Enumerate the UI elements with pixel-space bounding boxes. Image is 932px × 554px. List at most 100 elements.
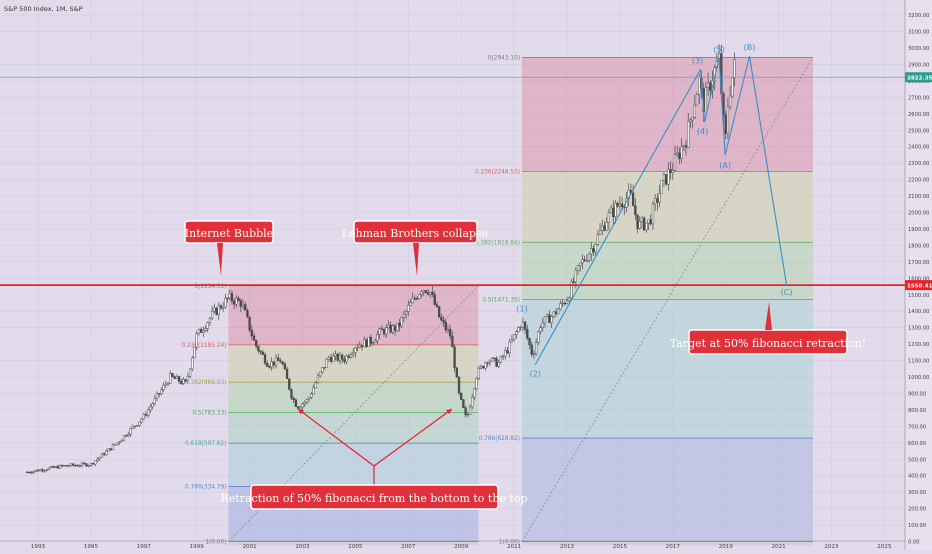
fib-zone-right-2: [522, 242, 813, 300]
candle-body-285: [654, 198, 657, 205]
candle-body-10: [47, 467, 51, 471]
candle-body-27: [85, 463, 88, 467]
candle-body-17: [63, 465, 66, 467]
candle-body-188: [440, 316, 443, 321]
candle-body-255: [587, 253, 591, 261]
candle-body-211: [490, 357, 494, 362]
candle-body-243: [561, 302, 564, 305]
candle-body-234: [541, 322, 544, 328]
candle-body-249: [574, 270, 577, 283]
candle-body-123: [296, 406, 300, 409]
candle-body-97: [239, 300, 242, 307]
y-tick-7: 2500.00: [908, 128, 929, 134]
y-tick-13: 1900.00: [908, 227, 929, 233]
candle-body-287: [658, 192, 661, 203]
candle-body-267: [614, 203, 617, 218]
candle-body-160: [378, 328, 381, 335]
callout-lehman: Lehman Brothers collapse: [342, 220, 488, 276]
candle-body-282: [647, 219, 650, 224]
candle-body-277: [636, 214, 639, 229]
candle-body-105: [257, 346, 260, 352]
candle-body-228: [528, 338, 531, 346]
candle-body-208: [484, 362, 487, 369]
candle-body-223: [517, 327, 520, 332]
candle-body-83: [208, 317, 212, 323]
candle-body-153: [363, 339, 366, 348]
wave-label-6: (B): [744, 43, 756, 52]
candle-body-286: [656, 198, 659, 203]
candle-body-258: [594, 244, 597, 253]
candle-body-209: [486, 362, 489, 364]
candle-body-197: [460, 392, 463, 400]
y-tick-20: 1200.00: [908, 342, 929, 348]
candle-body-218: [506, 350, 509, 354]
candle-body-191: [446, 329, 450, 331]
candle-body-184: [431, 291, 434, 295]
candle-body-303: [693, 104, 696, 118]
x-tick-7: 2007: [401, 544, 416, 550]
candle-body-61: [160, 389, 163, 395]
wave-lines: (1) (2) (3) (4) (5) (A) (B) (C): [516, 43, 792, 378]
candle-body-187: [438, 306, 441, 318]
candle-body-99: [244, 304, 247, 311]
candle-body-250: [576, 265, 580, 271]
candle-body-298: [682, 145, 685, 148]
price-lines: [0, 76, 905, 287]
wave-label-4: (5): [713, 45, 724, 54]
candles: [25, 44, 736, 475]
candle-body-138: [330, 357, 333, 362]
candle-body-59: [155, 393, 159, 399]
candle-body-225: [521, 321, 525, 328]
candle-body-150: [356, 347, 359, 349]
candle-body-186: [435, 304, 439, 307]
candle-body-240: [554, 311, 558, 315]
candle-body-110: [268, 366, 271, 368]
candle-body-8: [43, 470, 46, 472]
candle-body-194: [453, 346, 456, 369]
candle-body-270: [620, 203, 624, 208]
y-tick-22: 1000.00: [908, 375, 929, 381]
y-tick-8: 2400.00: [908, 145, 929, 151]
candle-body-108: [263, 354, 267, 364]
candle-body-257: [592, 248, 595, 253]
y-tick-5: 2700.00: [908, 95, 929, 101]
candle-body-3: [32, 470, 35, 473]
candle-body-157: [371, 342, 375, 344]
fib-label-right-4: 0.786(628.82): [479, 436, 520, 442]
candle-body-247: [570, 281, 573, 299]
y-tick-10: 2200.00: [908, 178, 929, 184]
candle-body-244: [563, 302, 566, 305]
candle-body-154: [365, 339, 368, 347]
candle-body-119: [288, 378, 291, 390]
candle-body-76: [193, 347, 196, 359]
candle-body-162: [382, 329, 386, 335]
candle-body-65: [169, 373, 172, 384]
candle-body-262: [603, 225, 606, 231]
candle-body-122: [294, 399, 298, 407]
candle-body-201: [468, 406, 472, 415]
candle-body-39: [111, 444, 115, 451]
arrow-head-1: [446, 409, 452, 415]
candle-body-264: [607, 212, 611, 223]
y-tick-1: 3100.00: [908, 30, 929, 36]
candle-body-96: [237, 298, 240, 301]
x-tick-8: 2009: [454, 544, 469, 550]
callout-retraction-text: Retraction of 50% fibonacci from the bot…: [220, 492, 527, 505]
candle-body-2: [30, 472, 33, 474]
candle-body-55: [147, 409, 150, 416]
candle-body-260: [598, 229, 602, 235]
candle-body-87: [217, 305, 220, 315]
candle-body-230: [532, 353, 536, 355]
candle-body-155: [367, 336, 370, 347]
callout-internet-bubble: Internet Bubble: [184, 220, 274, 276]
candle-body-71: [182, 379, 185, 384]
candle-body-149: [354, 347, 357, 354]
candle-body-94: [233, 300, 236, 305]
candle-body-137: [327, 357, 331, 360]
candle-body-6: [39, 469, 42, 472]
candle-body-7: [41, 469, 44, 472]
candle-body-54: [144, 413, 148, 416]
candle-body-167: [393, 325, 397, 331]
candle-body-141: [336, 353, 339, 361]
